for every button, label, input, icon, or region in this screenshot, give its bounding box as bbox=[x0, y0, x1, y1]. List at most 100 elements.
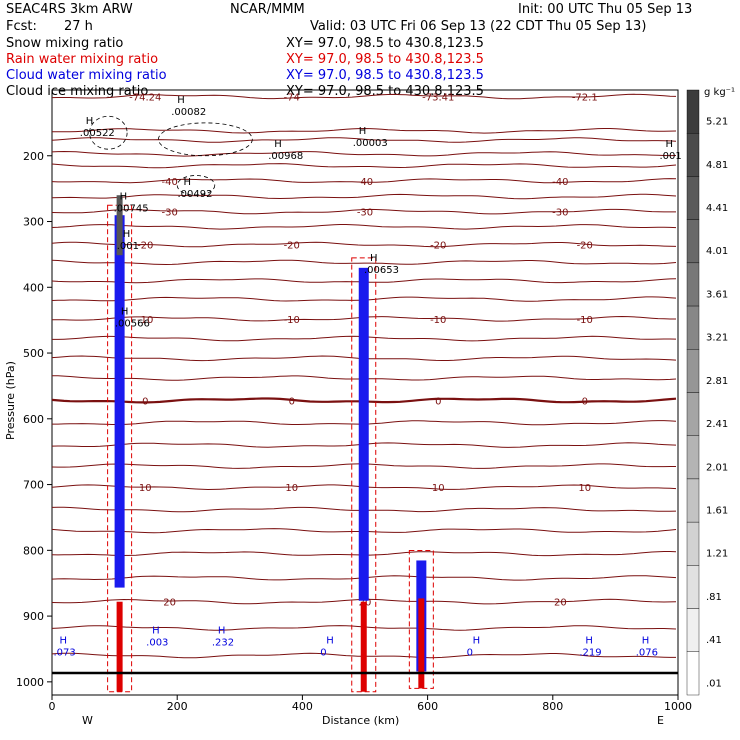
ice-contour-1 bbox=[158, 122, 253, 157]
cloud-ice-contours bbox=[89, 115, 253, 196]
x-axis: 0 200 400 600 800 1000 bbox=[49, 695, 692, 713]
max-marker: H bbox=[152, 626, 160, 637]
isotherm-label: -40 bbox=[357, 177, 373, 188]
isotherm-label: -20 bbox=[577, 241, 593, 252]
max-marker: H bbox=[585, 636, 593, 647]
colorbar: 5.21 4.81 4.41 4.01 3.61 3.21 2.81 2.41 2.01 1.61… bbox=[686, 89, 728, 696]
west-label: W bbox=[82, 714, 93, 727]
isotherm-label: -10 bbox=[577, 315, 593, 326]
ice-contour-0 bbox=[89, 115, 128, 150]
model-title: SEAC4RS 3km ARW bbox=[6, 2, 133, 17]
isotherm-label: -73.41 bbox=[422, 93, 454, 104]
east-label: E bbox=[657, 714, 664, 727]
y-axis: 200 300 400 500 600 700 800 900 1000 bbox=[16, 150, 52, 689]
isotherm-7 bbox=[51, 208, 676, 215]
colorbar-label: 2.81 bbox=[706, 376, 728, 387]
colorbar-label: 1.21 bbox=[706, 549, 728, 560]
isotherm-label: 20 bbox=[554, 598, 567, 609]
max-value-label: .00082 bbox=[171, 107, 206, 118]
isotherm-3 bbox=[51, 150, 677, 157]
isotherm-label: -30 bbox=[161, 208, 177, 219]
isotherm-label: -20 bbox=[137, 241, 153, 252]
max-marker: H bbox=[326, 636, 334, 647]
colorbar-bin bbox=[686, 349, 700, 393]
rain-contour-1 bbox=[351, 257, 377, 693]
legend-field-0: Snow mixing ratio bbox=[6, 36, 123, 51]
x-axis-title: Distance (km) bbox=[322, 714, 399, 727]
max-value-label: .00522 bbox=[80, 128, 115, 139]
isotherm-label: 20 bbox=[163, 598, 176, 609]
colorbar-label: 3.61 bbox=[706, 289, 728, 300]
isotherm-label: 10 bbox=[432, 483, 445, 494]
legend-field-3: Cloud ice mixing ratio bbox=[6, 84, 148, 99]
ice-contour-2 bbox=[176, 175, 216, 196]
isotherm-8 bbox=[51, 224, 677, 230]
isotherm-4 bbox=[51, 163, 677, 169]
cloud-water-core-0 bbox=[114, 215, 125, 588]
isotherm-label: -10 bbox=[430, 315, 446, 326]
legend-xy-2: XY= 97.0, 98.5 to 430.8,123.5 bbox=[286, 68, 484, 83]
y-tick-label: 600 bbox=[23, 413, 44, 426]
colorbar-label: 4.01 bbox=[706, 246, 728, 257]
max-value-label: .003 bbox=[146, 638, 168, 649]
colorbar-bin bbox=[686, 651, 700, 696]
colorbar-label: .41 bbox=[706, 635, 722, 646]
isotherm-label: 10 bbox=[285, 483, 298, 494]
max-marker: H bbox=[642, 636, 650, 647]
colorbar-bin bbox=[686, 565, 700, 609]
field-legend: Snow mixing ratio XY= 97.0, 98.5 to 430.8… bbox=[6, 36, 484, 99]
isotherm-label: -10 bbox=[284, 315, 300, 326]
y-tick-label: 500 bbox=[23, 347, 44, 360]
colorbar-label: 4.81 bbox=[706, 160, 728, 171]
isotherm-label: -30 bbox=[357, 208, 373, 219]
plot-frame bbox=[51, 89, 679, 696]
isotherm-label: 10 bbox=[578, 483, 591, 494]
max-marker: H bbox=[86, 116, 94, 127]
max-marker: H bbox=[177, 95, 185, 106]
isotherm-label: 10 bbox=[139, 483, 152, 494]
max-value-label: .00003 bbox=[353, 138, 388, 149]
valid-time: Valid: 03 UTC Fri 06 Sep 13 (22 CDT Thu … bbox=[310, 19, 646, 34]
max-marker: H bbox=[359, 126, 367, 137]
isotherm-9 bbox=[51, 241, 677, 248]
y-tick-label: 200 bbox=[23, 150, 44, 163]
isotherm-2 bbox=[51, 137, 677, 143]
x-tick-label: 400 bbox=[292, 700, 313, 713]
x-tick-label: 1000 bbox=[664, 700, 692, 713]
x-tick-label: 0 bbox=[49, 700, 56, 713]
y-tick-label: 400 bbox=[23, 281, 44, 294]
colorbar-unit: g kg⁻¹ bbox=[704, 87, 735, 98]
init-time: Init: 00 UTC Thu 05 Sep 13 bbox=[518, 2, 692, 17]
isotherm-label: -74.24 bbox=[129, 93, 161, 104]
max-marker: H bbox=[218, 626, 226, 637]
colorbar-bin bbox=[686, 133, 700, 177]
y-tick-label: 700 bbox=[23, 479, 44, 492]
rain-core-0 bbox=[116, 601, 123, 692]
max-value-label: .00566 bbox=[115, 319, 150, 330]
max-value-label: .073 bbox=[54, 648, 76, 659]
max-value-label: .001 bbox=[117, 241, 139, 252]
isotherm-label: -30 bbox=[552, 208, 568, 219]
y-tick-label: 1000 bbox=[16, 676, 44, 689]
isotherm-label: -74 bbox=[284, 93, 300, 104]
colorbar-bin bbox=[686, 176, 700, 220]
max-marker: H bbox=[274, 139, 282, 150]
colorbar-bin bbox=[686, 521, 700, 566]
x-tick-label: 600 bbox=[417, 700, 438, 713]
isotherm-6 bbox=[51, 193, 677, 200]
fcst-label: Fcst: bbox=[6, 19, 37, 34]
max-value-label: .00492 bbox=[177, 189, 212, 200]
colorbar-bin bbox=[686, 262, 700, 307]
colorbar-bin bbox=[686, 89, 700, 134]
max-value-label: .001 bbox=[659, 151, 681, 162]
isotherm-label: 0 bbox=[435, 396, 441, 407]
colorbar-bin bbox=[686, 219, 700, 264]
fcst-value: 27 h bbox=[64, 19, 93, 34]
y-tick-label: 900 bbox=[23, 610, 44, 623]
y-axis-title: Pressure (hPa) bbox=[4, 361, 17, 440]
legend-field-2: Cloud water mixing ratio bbox=[6, 68, 167, 83]
org-label: NCAR/MMM bbox=[230, 2, 305, 17]
isotherm-label: 0 bbox=[582, 396, 588, 407]
